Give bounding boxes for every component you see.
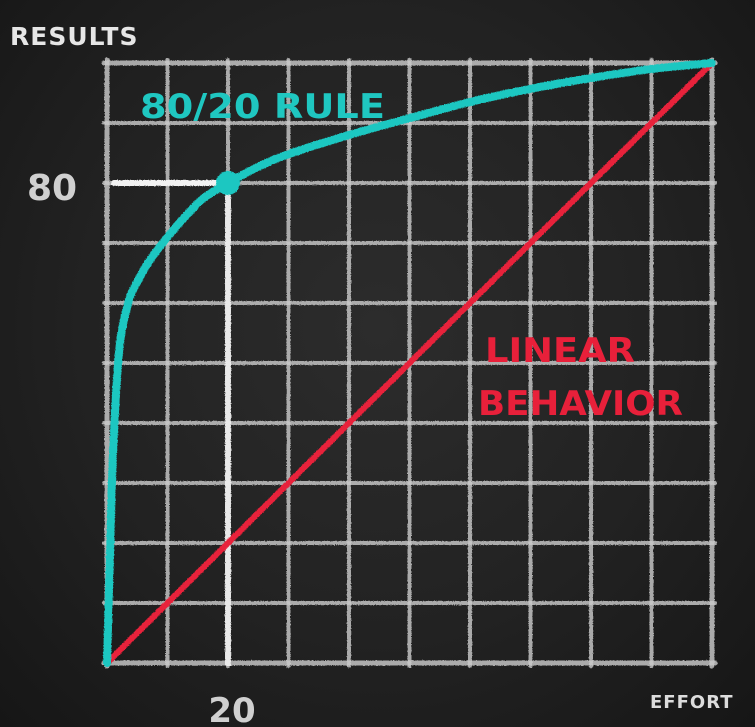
series-label-linear-behavior-word2: BEHAVIOR (478, 384, 683, 424)
x-axis-label: EFFORT (650, 692, 734, 713)
y-axis-label: RESULTS (10, 22, 138, 51)
highlight-guides (111, 180, 231, 666)
grid (101, 57, 718, 669)
series-line-linear-behavior (104, 60, 715, 666)
y-tick-label-80: 80 (27, 168, 77, 209)
series-line-80-20-rule (103, 59, 716, 667)
x-tick-label-20: 20 (208, 691, 255, 727)
series-label-linear-behavior-word1: LINEAR (485, 331, 635, 371)
series-layer (103, 59, 716, 667)
highlight-point-marker (216, 171, 240, 195)
series-label-80-20-rule: 80/20 RULE (140, 87, 385, 127)
